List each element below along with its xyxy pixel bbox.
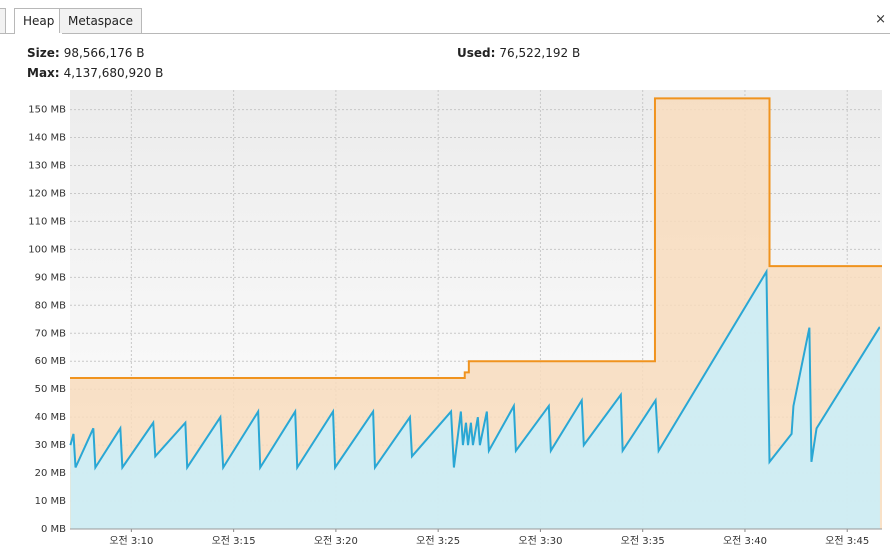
y-tick-label: 100 MB (28, 244, 66, 255)
x-tick-label: 오전 3:35 (621, 535, 665, 547)
y-tick-label: 50 MB (35, 384, 67, 395)
y-tick-label: 90 MB (35, 272, 67, 283)
info-label: Size: (27, 46, 60, 60)
close-button[interactable]: × (875, 12, 886, 27)
area (70, 271, 880, 529)
y-tick-label: 40 MB (35, 412, 67, 423)
y-tick-label: 110 MB (28, 216, 66, 227)
y-tick-label: 20 MB (35, 468, 67, 479)
info-max: Max: 4,137,680,920 B (27, 66, 163, 80)
y-tick-label: 30 MB (35, 440, 67, 451)
x-tick-label: 오전 3:25 (416, 535, 460, 547)
y-tick-label: 140 MB (28, 133, 66, 144)
x-tick-label: 오전 3:30 (518, 535, 562, 547)
tab-bar: Heap Metaspace × (0, 8, 890, 34)
info-value: 98,566,176 B (63, 46, 145, 60)
y-tick-label: 60 MB (35, 356, 67, 367)
info-value: 4,137,680,920 B (63, 66, 164, 80)
info-size: Size: 98,566,176 B (27, 46, 144, 60)
line (70, 97, 882, 380)
y-tick-label: 150 MB (28, 105, 66, 116)
info-used: Used: 76,522,192 B (457, 46, 580, 60)
y-tick-label: 120 MB (28, 188, 66, 199)
x-tick-label: 오전 3:20 (314, 535, 358, 547)
info-label: Max: (27, 66, 60, 80)
tab-edge (0, 8, 6, 33)
x-tick-label: 오전 3:45 (825, 535, 869, 547)
x-tick-label: 오전 3:15 (212, 535, 256, 547)
y-tick-label: 130 MB (28, 160, 66, 171)
y-tick-label: 70 MB (35, 328, 67, 339)
x-tick-label: 오전 3:10 (109, 535, 153, 547)
y-tick-label: 0 MB (41, 524, 66, 535)
line (69, 268, 881, 471)
x-tick-label: 오전 3:40 (723, 535, 767, 547)
info-value: 76,522,192 B (499, 46, 581, 60)
y-tick-label: 10 MB (35, 496, 67, 507)
info-label: Used: (457, 46, 496, 60)
tab[interactable]: Metaspace (59, 8, 142, 33)
y-tick-label: 80 MB (35, 300, 67, 311)
tab[interactable]: Heap (14, 8, 64, 34)
